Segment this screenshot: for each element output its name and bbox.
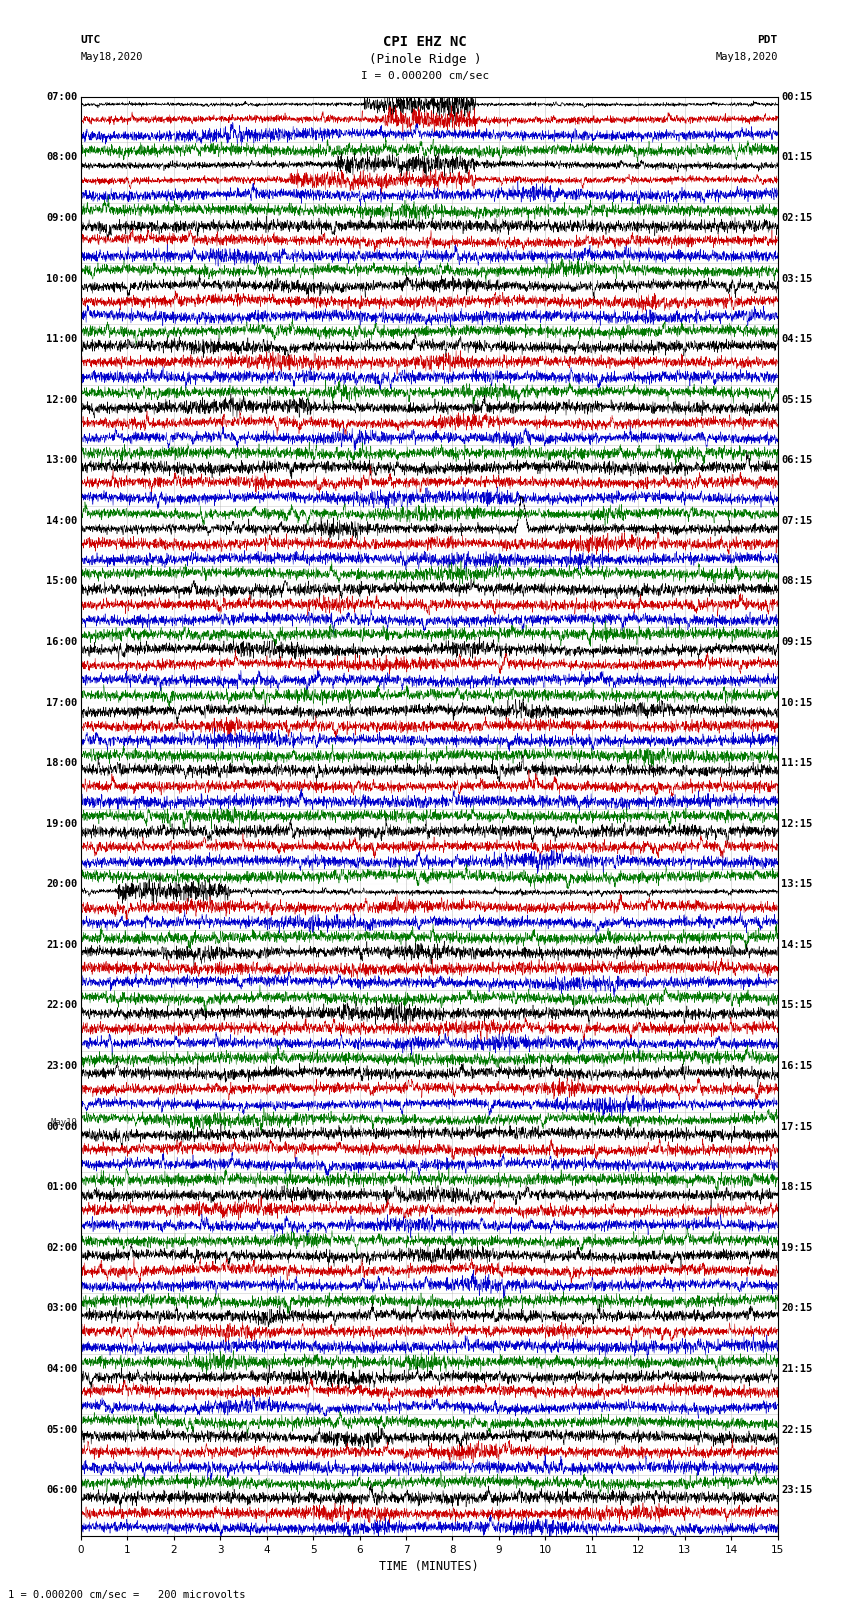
Text: 09:15: 09:15 [781, 637, 813, 647]
Text: 01:15: 01:15 [781, 152, 813, 163]
Text: 22:15: 22:15 [781, 1424, 813, 1434]
Text: May18,2020: May18,2020 [715, 52, 778, 61]
Text: 20:00: 20:00 [46, 879, 77, 889]
Text: 1 = 0.000200 cm/sec =   200 microvolts: 1 = 0.000200 cm/sec = 200 microvolts [8, 1590, 246, 1600]
Text: May19: May19 [50, 1118, 77, 1126]
Text: 13:00: 13:00 [46, 455, 77, 465]
X-axis label: TIME (MINUTES): TIME (MINUTES) [379, 1560, 479, 1573]
Text: 21:00: 21:00 [46, 940, 77, 950]
Text: I = 0.000200 cm/sec: I = 0.000200 cm/sec [361, 71, 489, 81]
Text: May18,2020: May18,2020 [81, 52, 144, 61]
Text: 16:15: 16:15 [781, 1061, 813, 1071]
Text: 00:00: 00:00 [46, 1121, 77, 1132]
Text: 15:15: 15:15 [781, 1000, 813, 1010]
Text: 17:15: 17:15 [781, 1121, 813, 1132]
Text: 13:15: 13:15 [781, 879, 813, 889]
Text: 05:00: 05:00 [46, 1424, 77, 1434]
Text: (Pinole Ridge ): (Pinole Ridge ) [369, 53, 481, 66]
Text: 14:00: 14:00 [46, 516, 77, 526]
Text: 19:15: 19:15 [781, 1244, 813, 1253]
Text: 05:15: 05:15 [781, 395, 813, 405]
Text: 23:00: 23:00 [46, 1061, 77, 1071]
Text: 19:00: 19:00 [46, 819, 77, 829]
Text: 07:00: 07:00 [46, 92, 77, 102]
Text: 11:00: 11:00 [46, 334, 77, 344]
Text: 03:00: 03:00 [46, 1303, 77, 1313]
Text: UTC: UTC [81, 35, 101, 45]
Text: 07:15: 07:15 [781, 516, 813, 526]
Text: 12:00: 12:00 [46, 395, 77, 405]
Text: 15:00: 15:00 [46, 576, 77, 587]
Text: 12:15: 12:15 [781, 819, 813, 829]
Text: 10:00: 10:00 [46, 274, 77, 284]
Text: 17:00: 17:00 [46, 697, 77, 708]
Text: 14:15: 14:15 [781, 940, 813, 950]
Text: 00:15: 00:15 [781, 92, 813, 102]
Text: 04:15: 04:15 [781, 334, 813, 344]
Text: 02:15: 02:15 [781, 213, 813, 223]
Text: 21:15: 21:15 [781, 1365, 813, 1374]
Text: 10:15: 10:15 [781, 697, 813, 708]
Text: 22:00: 22:00 [46, 1000, 77, 1010]
Text: 18:15: 18:15 [781, 1182, 813, 1192]
Text: 09:00: 09:00 [46, 213, 77, 223]
Text: 06:15: 06:15 [781, 455, 813, 465]
Text: 04:00: 04:00 [46, 1365, 77, 1374]
Text: 16:00: 16:00 [46, 637, 77, 647]
Text: 23:15: 23:15 [781, 1486, 813, 1495]
Text: 06:00: 06:00 [46, 1486, 77, 1495]
Text: 18:00: 18:00 [46, 758, 77, 768]
Text: 11:15: 11:15 [781, 758, 813, 768]
Text: 08:00: 08:00 [46, 152, 77, 163]
Text: PDT: PDT [757, 35, 778, 45]
Text: 03:15: 03:15 [781, 274, 813, 284]
Text: 02:00: 02:00 [46, 1244, 77, 1253]
Text: 01:00: 01:00 [46, 1182, 77, 1192]
Text: 20:15: 20:15 [781, 1303, 813, 1313]
Text: CPI EHZ NC: CPI EHZ NC [383, 35, 467, 50]
Text: 08:15: 08:15 [781, 576, 813, 587]
